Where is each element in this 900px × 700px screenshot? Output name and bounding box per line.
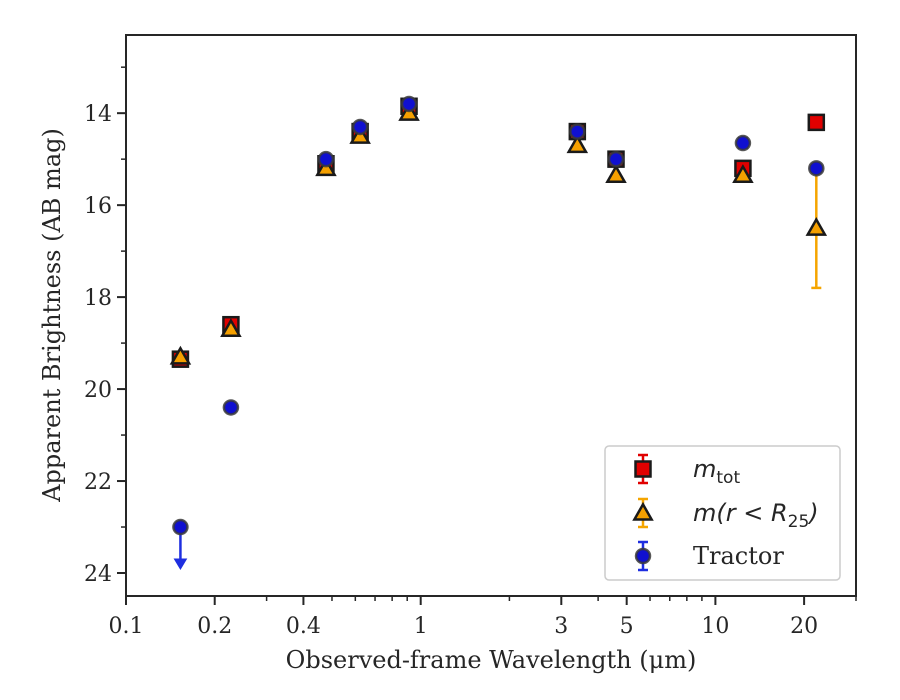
legend: mtot m(r < R25) Tractor (604, 445, 841, 581)
legend-label: mtot (693, 455, 740, 488)
y-tick-label: 24 (84, 562, 112, 587)
data-point (169, 345, 192, 365)
data-point (732, 164, 754, 183)
data-point (808, 160, 825, 177)
upper-limit-arrowhead (173, 558, 188, 570)
x-tick-label: 5 (620, 614, 634, 639)
legend-marker (634, 460, 652, 478)
data-point (172, 518, 189, 536)
data-point (807, 113, 826, 132)
data-point (805, 216, 828, 236)
legend-label: m(r < R25) (693, 499, 819, 532)
y-tick-label: 14 (84, 102, 112, 127)
data-marks (169, 95, 828, 570)
plot-area (125, 34, 857, 597)
y-axis: 14 16 18 20 22 24 (84, 66, 126, 587)
x-tick-label: 0.4 (286, 614, 321, 639)
data-point (569, 123, 586, 140)
legend-marker (632, 501, 654, 521)
data-point (400, 95, 418, 113)
data-point (607, 150, 625, 168)
legend-label: Tractor (693, 542, 784, 570)
data-point (605, 164, 627, 183)
data-point (317, 150, 335, 168)
plot-frame (125, 34, 857, 597)
x-tick-label: 0.1 (109, 614, 144, 639)
y-axis-label: Apparent Brightness (AB mag) (38, 128, 66, 503)
x-axis: 0.1 0.2 0.4 1 3 5 10 20 (109, 596, 857, 639)
y-tick-label: 18 (84, 286, 112, 311)
x-tick-label: 1 (414, 614, 428, 639)
x-tick-label: 3 (554, 614, 568, 639)
data-point (566, 134, 589, 154)
x-tick-label: 20 (790, 614, 818, 639)
y-tick-label: 22 (84, 470, 112, 495)
series-1 (169, 102, 828, 365)
data-point (220, 318, 242, 338)
data-point (734, 134, 752, 152)
y-tick-label: 20 (84, 378, 112, 403)
legend-box (604, 445, 841, 581)
data-point (222, 399, 240, 416)
legend-marker (634, 547, 652, 565)
x-tick-label: 0.2 (197, 614, 232, 639)
series-2 (172, 95, 825, 570)
x-axis-label: Observed-frame Wavelength (μm) (286, 646, 697, 674)
series-0 (171, 97, 826, 368)
y-tick-label: 16 (84, 194, 112, 219)
data-point (351, 118, 369, 136)
x-tick-label: 10 (701, 614, 729, 639)
